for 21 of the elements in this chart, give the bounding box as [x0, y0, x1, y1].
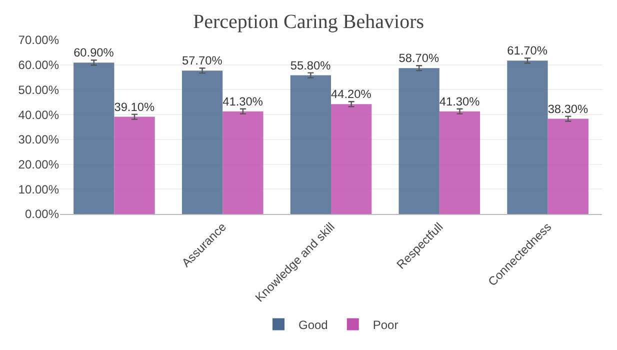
data-label: 60.90% — [74, 46, 114, 60]
y-tick-label: 0.00% — [24, 207, 60, 222]
data-label: 38.30% — [548, 102, 589, 116]
y-tick-label: 10.00% — [18, 182, 60, 196]
y-tick-label: 30.00% — [18, 132, 60, 147]
chart-title: Perception Caring Behaviors — [192, 11, 424, 33]
data-label: 39.10% — [114, 100, 155, 114]
legend-label: Poor — [372, 318, 398, 332]
data-label: 58.70% — [398, 51, 440, 66]
data-label: 61.70% — [507, 44, 548, 58]
data-label: 41.30% — [222, 94, 264, 108]
y-tick-label: 60.00% — [18, 58, 60, 72]
y-tick-label: 50.00% — [18, 82, 60, 97]
data-label: 57.70% — [182, 54, 223, 68]
y-tick-label: 70.00% — [18, 33, 60, 48]
y-tick-label: 20.00% — [18, 157, 60, 172]
data-label: 44.20% — [331, 87, 372, 102]
data-label: 41.30% — [439, 94, 480, 108]
data-label: 55.80% — [290, 58, 332, 72]
legend-label: Good — [298, 318, 328, 332]
y-tick-label: 40.00% — [18, 108, 60, 122]
